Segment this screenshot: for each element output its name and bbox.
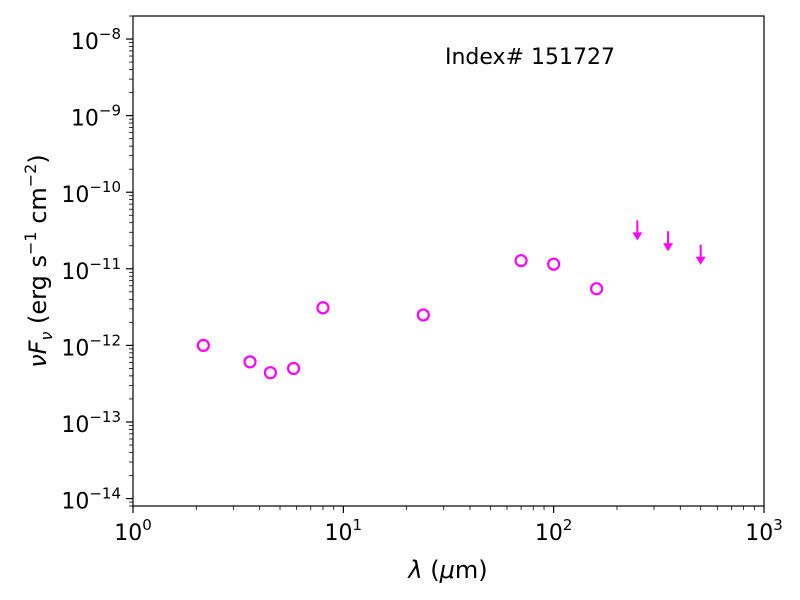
y-tick-label-1: 10−13 <box>61 408 121 438</box>
y-tick-label-6: 10−8 <box>71 25 121 55</box>
y-tick-label-2: 10−12 <box>61 331 121 361</box>
data-point-3 <box>286 361 301 376</box>
data-point-2 <box>263 366 277 380</box>
upper-limit-arrow-1 <box>663 231 674 252</box>
y-axis-label: νFν (erg s−1 cm−2) <box>21 154 56 368</box>
upper-limit-arrow-2 <box>695 244 706 265</box>
data-point-5 <box>416 308 430 322</box>
data-point-1 <box>243 355 257 369</box>
y-tick-label-4: 10−10 <box>61 178 121 208</box>
data-point-0 <box>196 338 210 353</box>
upper-limit-arrow-0 <box>632 220 643 241</box>
points-layer <box>196 220 706 380</box>
data-point-8 <box>589 282 604 296</box>
x-tick-label-1: 101 <box>325 516 363 546</box>
x-tick-label-0: 100 <box>114 516 152 546</box>
y-tick-label-5: 10−9 <box>71 102 121 132</box>
y-tick-label-3: 10−11 <box>61 255 121 285</box>
x-tick-label-3: 103 <box>745 516 783 546</box>
x-axis-label: λ (μm) <box>406 556 487 584</box>
data-point-7 <box>547 257 561 271</box>
plot-frame <box>132 15 765 507</box>
x-tick-label-2: 102 <box>535 516 573 546</box>
data-point-6 <box>514 254 528 268</box>
y-tick-label-0: 10−14 <box>61 485 121 515</box>
ticks-layer: 100 101 102 103 10−14 10−13 10−12 10−11 10−10 10−… <box>61 15 783 546</box>
data-point-4 <box>316 301 330 315</box>
chart-annotation: Index# 151727 <box>445 45 615 70</box>
